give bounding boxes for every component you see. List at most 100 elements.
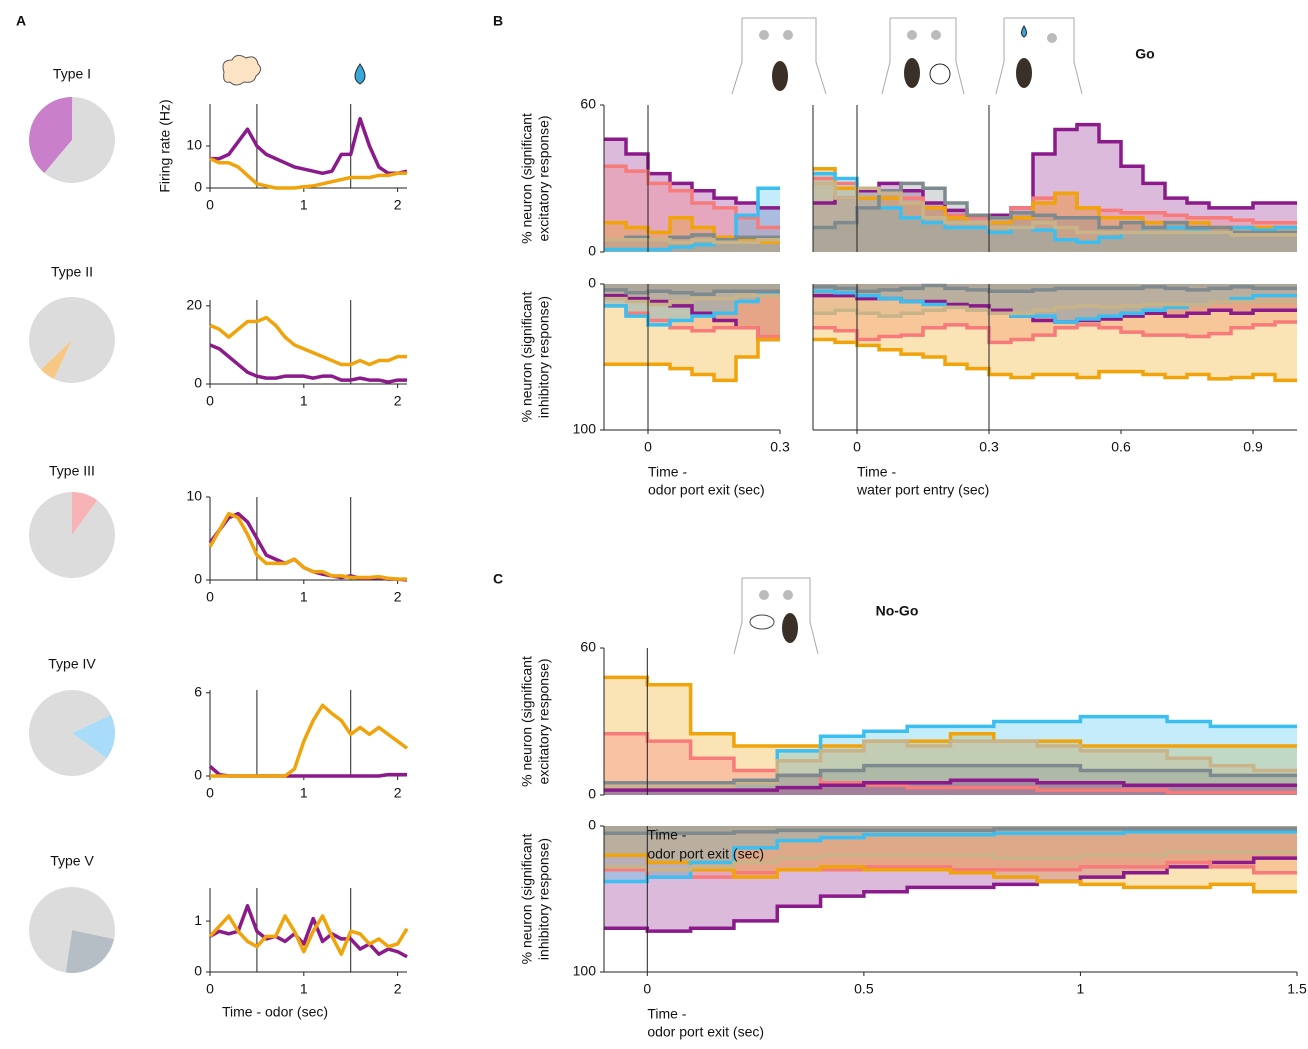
- y-axis-label: % neuron (significant: [519, 292, 535, 423]
- pie-slice: [65, 930, 115, 973]
- x-tick-label: 0: [206, 981, 214, 997]
- pie-slice: [72, 492, 98, 535]
- y-axis-label: excitatory response): [536, 658, 552, 784]
- pie-slice: [28, 296, 115, 383]
- pie-slice: [29, 97, 73, 173]
- x-tick-label: 1: [300, 785, 308, 801]
- y-tick-label: 60: [580, 96, 596, 112]
- series-area: [813, 284, 1297, 322]
- series-line: [604, 850, 1297, 872]
- pie-slice: [28, 689, 111, 776]
- series-line: [813, 166, 1297, 230]
- series-line: [209, 904, 408, 959]
- y-tick-label: 0: [588, 243, 596, 259]
- x-tick-label: 0: [643, 981, 651, 997]
- x-axis-label: water port entry (sec): [856, 482, 989, 498]
- panel-label: B: [493, 13, 503, 29]
- x-tick-label: 1: [300, 197, 308, 213]
- annotation: Time -: [647, 827, 686, 843]
- x-tick-label: 0: [206, 393, 214, 409]
- series-line: [813, 320, 1297, 345]
- panel-label: A: [16, 13, 26, 29]
- x-tick-label: 1: [300, 393, 308, 409]
- x-tick-label: 0: [206, 197, 214, 213]
- x-axis-label: Time -: [857, 464, 896, 480]
- y-tick-label: 6: [194, 683, 202, 699]
- series-line: [604, 304, 780, 339]
- series-line: [604, 293, 780, 307]
- series-line: [604, 853, 1297, 894]
- series-line: [813, 283, 1297, 294]
- series-line: [813, 337, 1297, 383]
- x-tick-label: 1: [1077, 981, 1085, 997]
- y-axis-label: inhibitory response): [536, 296, 552, 418]
- series-line: [209, 343, 407, 384]
- icons: [222, 17, 1083, 655]
- series-line: [604, 337, 780, 383]
- series-area: [813, 124, 1297, 252]
- pie-slice: [28, 886, 116, 973]
- series-line: [604, 291, 780, 327]
- series-line: [604, 215, 780, 244]
- y-tick-label: 10: [186, 137, 202, 153]
- pie-title: Type III: [49, 463, 95, 479]
- y-axis-label: Firing rate (Hz): [157, 99, 173, 192]
- series-line: [604, 675, 1297, 748]
- x-axis-label: Time -: [648, 464, 687, 480]
- series-line: [604, 233, 780, 242]
- x-tick-label: 0.3: [979, 439, 999, 455]
- series-line: [604, 186, 780, 252]
- x-axis-label: Time - odor (sec): [222, 1004, 328, 1020]
- series-line: [604, 288, 780, 296]
- series-line: [604, 778, 1297, 792]
- series-line: [813, 299, 1297, 318]
- y-tick-label: 0: [194, 767, 202, 783]
- series-line: [604, 732, 1297, 795]
- series-line: [208, 511, 407, 581]
- x-axis-label: Time -: [647, 1006, 686, 1022]
- y-tick-label: 100: [573, 963, 597, 979]
- x-tick-label: 1.5: [1287, 981, 1307, 997]
- x-tick-label: 1: [300, 589, 308, 605]
- y-tick-label: 20: [186, 297, 202, 313]
- x-tick-label: 0.3: [770, 439, 790, 455]
- y-axis-label: inhibitory response): [536, 838, 552, 960]
- series-line: [813, 181, 1297, 237]
- series-area: [813, 284, 1297, 322]
- x-tick-label: 0: [644, 439, 652, 455]
- annotation: odor port exit (sec): [647, 846, 764, 862]
- chart-title: No-Go: [876, 603, 919, 619]
- x-tick-label: 0: [853, 439, 861, 455]
- series-line: [604, 827, 1297, 836]
- y-tick-label: 0: [588, 817, 596, 833]
- x-tick-label: 2: [394, 393, 402, 409]
- x-tick-label: 0.6: [1111, 439, 1131, 455]
- series-line: [604, 763, 1297, 785]
- series-line: [604, 830, 1297, 884]
- y-axis-label: % neuron (significant: [519, 834, 535, 965]
- x-axis-label: odor port exit (sec): [647, 1024, 764, 1040]
- y-tick-label: 0: [588, 275, 596, 291]
- series-area: [604, 826, 1297, 878]
- series-line: [604, 164, 780, 230]
- x-tick-label: 1: [300, 981, 308, 997]
- x-tick-label: 2: [394, 589, 402, 605]
- chart-title: Go: [1135, 46, 1154, 62]
- series-line: [210, 116, 408, 176]
- series-area: [813, 284, 1297, 317]
- pie-title: Type I: [53, 66, 91, 82]
- pie-title: Type IV: [48, 656, 96, 672]
- x-tick-label: 2: [394, 981, 402, 997]
- panel-label: C: [493, 571, 503, 587]
- y-tick-label: 0: [588, 786, 596, 802]
- x-tick-label: 2: [394, 785, 402, 801]
- series-line: [209, 157, 407, 190]
- x-tick-label: 0.5: [854, 981, 874, 997]
- pie-slice: [28, 492, 115, 578]
- series-area: [813, 183, 1297, 252]
- y-tick-label: 0: [194, 179, 202, 195]
- series-line: [208, 914, 409, 956]
- y-axis-label: % neuron (significant: [519, 113, 535, 244]
- series-line: [210, 703, 409, 778]
